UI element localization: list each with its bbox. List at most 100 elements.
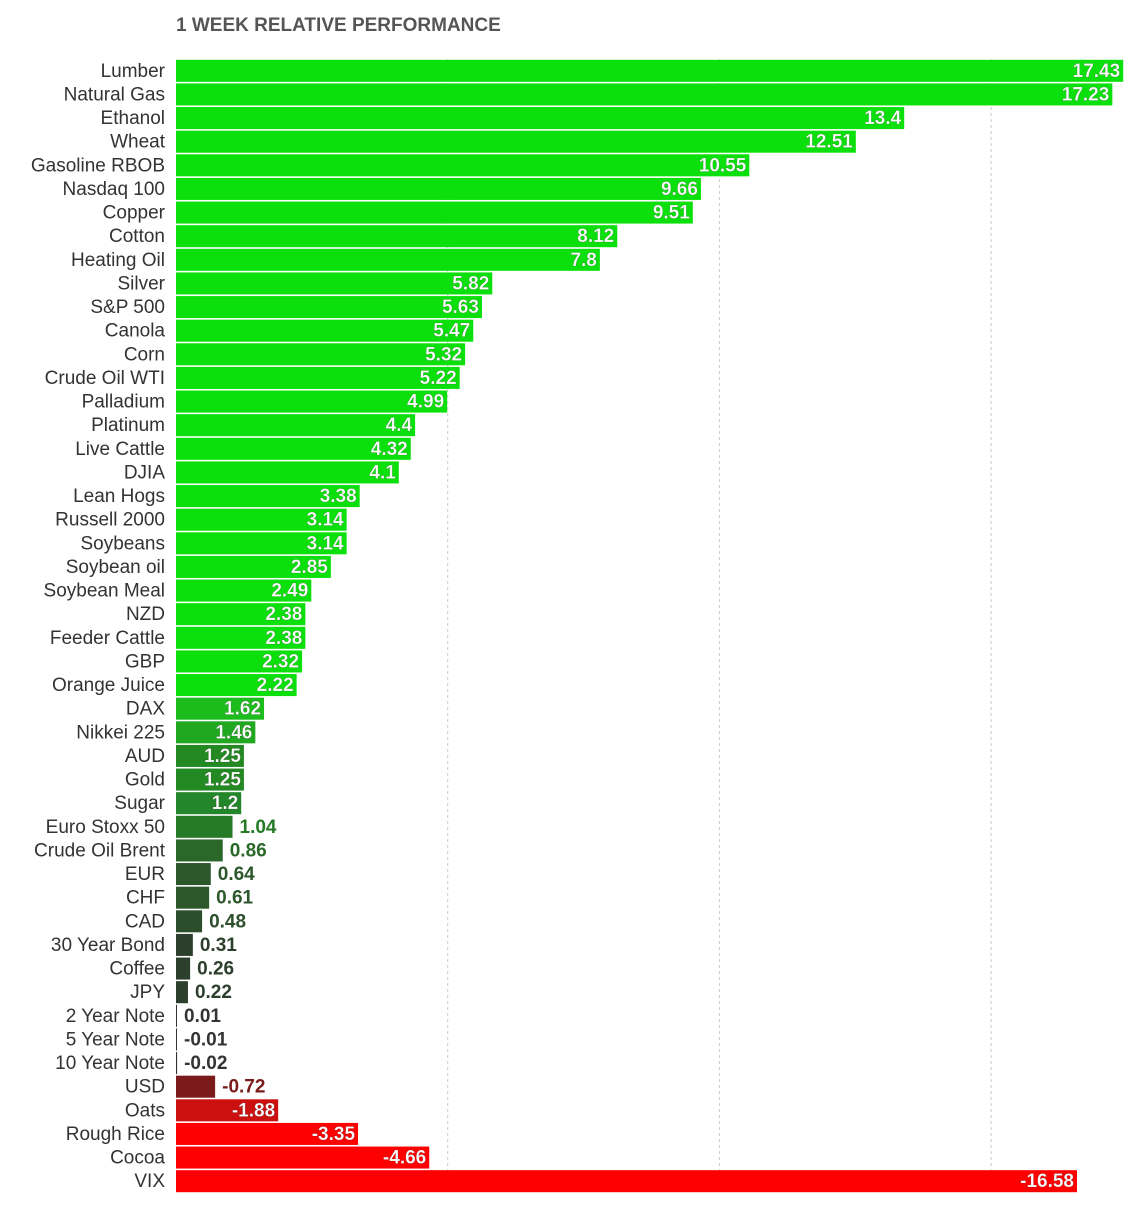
value-label: 3.38 [320, 486, 357, 507]
category-label: Wheat [110, 132, 166, 153]
bar [176, 555, 331, 578]
category-label: Nikkei 225 [76, 722, 165, 743]
category-label: Palladium [82, 392, 165, 413]
bar [176, 1028, 177, 1051]
category-label: 10 Year Note [55, 1053, 165, 1074]
bar [176, 626, 306, 649]
value-label: 0.64 [218, 864, 255, 885]
bar [176, 201, 693, 224]
category-label: CAD [125, 911, 165, 932]
value-label: 0.22 [195, 982, 232, 1003]
category-label: Corn [124, 344, 165, 365]
bar [176, 343, 466, 366]
value-label: 0.31 [200, 935, 237, 956]
bar [176, 886, 210, 909]
bar [176, 437, 411, 460]
category-label: 30 Year Bond [51, 935, 165, 956]
value-label: 9.66 [661, 179, 698, 200]
bar [176, 296, 482, 319]
bar [176, 815, 233, 838]
value-label: -4.66 [383, 1148, 426, 1169]
value-label: 12.51 [805, 132, 853, 153]
category-label: USD [125, 1077, 165, 1098]
category-label: S&P 500 [90, 297, 165, 318]
bar [176, 863, 211, 886]
bar [176, 508, 347, 531]
value-label: 0.61 [216, 888, 253, 909]
bar [176, 1146, 430, 1169]
category-label: Platinum [91, 415, 165, 436]
category-label: DAX [126, 699, 165, 720]
value-label: 2.38 [265, 604, 302, 625]
bar [176, 225, 618, 248]
value-label: 13.4 [864, 108, 901, 129]
category-label: VIX [134, 1171, 165, 1192]
value-label: 4.32 [371, 439, 408, 460]
value-label: 5.22 [420, 368, 457, 389]
bar [176, 981, 188, 1004]
bar [176, 177, 701, 200]
value-label: -0.02 [184, 1053, 227, 1074]
value-label: 1.25 [204, 746, 241, 767]
category-label: NZD [126, 604, 165, 625]
category-label: Silver [117, 273, 165, 294]
category-label: Canola [105, 321, 166, 342]
category-label: Lean Hogs [73, 486, 165, 507]
value-label: 10.55 [699, 155, 747, 176]
category-label: Orange Juice [52, 675, 165, 696]
bar [176, 366, 460, 389]
category-label: Euro Stoxx 50 [46, 817, 165, 838]
category-label: Live Cattle [75, 439, 165, 460]
value-label: 2.49 [271, 581, 308, 602]
bar [176, 721, 256, 744]
category-label: Gasoline RBOB [31, 155, 165, 176]
value-label: 5.32 [425, 344, 462, 365]
value-label: 0.48 [209, 911, 246, 932]
category-label: Feeder Cattle [50, 628, 165, 649]
bar [176, 130, 856, 153]
value-label: 8.12 [577, 226, 614, 247]
bar [176, 485, 360, 508]
bar [176, 744, 244, 767]
value-label: 0.26 [197, 959, 234, 980]
value-label: 5.47 [433, 321, 470, 342]
value-label: 17.23 [1062, 84, 1110, 105]
bar [176, 1075, 216, 1098]
category-label: DJIA [124, 462, 166, 483]
value-label: 2.38 [265, 628, 302, 649]
value-label: 5.63 [442, 297, 479, 318]
bar [176, 414, 416, 437]
bar [176, 603, 306, 626]
bar [176, 1122, 359, 1145]
category-label: Oats [125, 1100, 165, 1121]
bar [176, 768, 244, 791]
category-label: Rough Rice [66, 1124, 165, 1145]
value-label: 4.4 [386, 415, 413, 436]
category-label: Lumber [101, 61, 166, 82]
value-label: 1.25 [204, 770, 241, 791]
category-label: Cocoa [110, 1148, 165, 1169]
bar [176, 272, 493, 295]
value-label: 2.32 [262, 651, 299, 672]
bar [176, 674, 297, 697]
value-label: 2.22 [257, 675, 294, 696]
chart-title: 1 WEEK RELATIVE PERFORMANCE [176, 15, 501, 36]
value-label: 7.8 [570, 250, 596, 271]
category-label: CHF [126, 888, 165, 909]
category-label: JPY [130, 982, 165, 1003]
category-label: Nasdaq 100 [63, 179, 165, 200]
bar [176, 910, 203, 933]
value-label: -0.01 [184, 1029, 228, 1050]
value-label: -3.35 [312, 1124, 356, 1145]
value-label: 1.2 [212, 793, 238, 814]
value-label: -1.88 [232, 1100, 275, 1121]
bar [176, 1099, 279, 1122]
bar [176, 839, 223, 862]
value-label: 4.99 [407, 392, 444, 413]
bar [176, 154, 750, 177]
category-label: 5 Year Note [66, 1029, 165, 1050]
category-label: Gold [125, 770, 165, 791]
bar [176, 83, 1113, 106]
category-label: Crude Oil WTI [45, 368, 165, 389]
